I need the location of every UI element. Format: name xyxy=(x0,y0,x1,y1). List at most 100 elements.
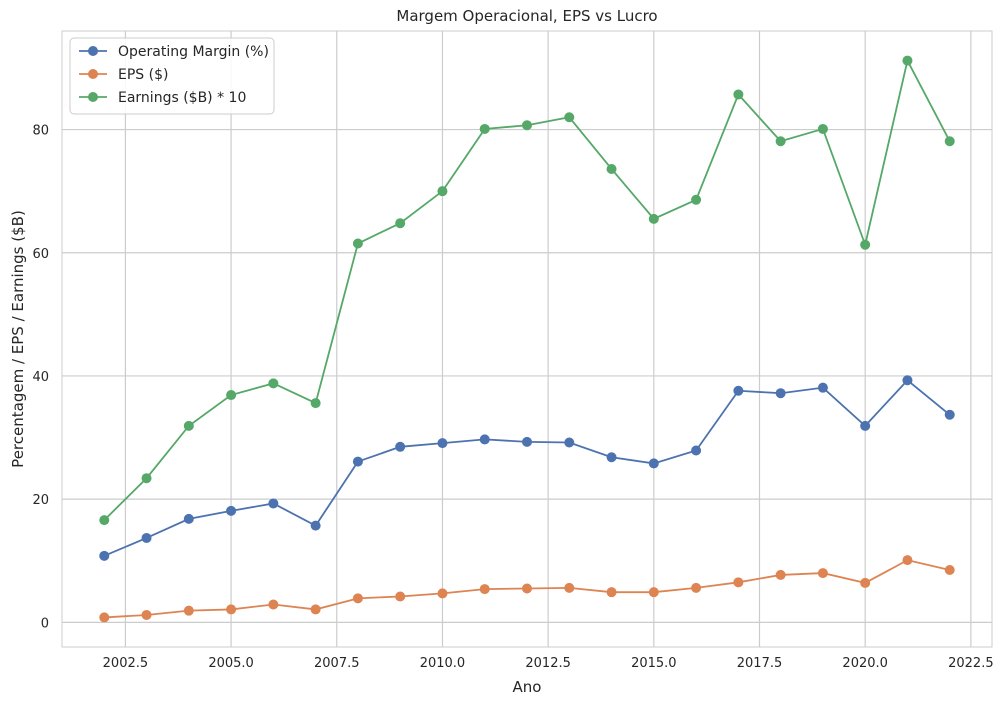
y-axis-label: Percentagem / EPS / Earnings ($B) xyxy=(9,210,27,468)
x-axis-label: Ano xyxy=(513,678,542,696)
legend-label: EPS ($) xyxy=(118,67,168,83)
y-tick-label: 40 xyxy=(32,370,49,385)
data-point xyxy=(775,388,786,399)
y-tick-label: 0 xyxy=(41,616,49,631)
data-point xyxy=(691,194,702,205)
data-point xyxy=(437,438,448,449)
data-point xyxy=(437,186,448,197)
data-point xyxy=(733,577,744,588)
data-point xyxy=(310,520,321,531)
data-point xyxy=(395,441,406,452)
data-point xyxy=(395,591,406,602)
data-point xyxy=(648,213,659,224)
data-point xyxy=(183,513,194,524)
data-point xyxy=(817,568,828,579)
legend-item: Earnings ($B) * 10 xyxy=(79,90,246,106)
data-point xyxy=(479,123,490,134)
data-point xyxy=(860,239,871,250)
x-tick-label: 2012.5 xyxy=(525,656,571,671)
data-point xyxy=(902,375,913,386)
data-point xyxy=(606,587,617,598)
x-tick-label: 2022.5 xyxy=(948,656,994,671)
data-point xyxy=(99,612,110,623)
data-point xyxy=(522,583,532,594)
data-point xyxy=(733,89,744,100)
data-point xyxy=(860,577,871,588)
data-point xyxy=(691,582,702,593)
data-point xyxy=(817,123,828,134)
data-point xyxy=(437,588,448,599)
series-layer xyxy=(99,55,955,623)
data-point xyxy=(310,398,321,409)
y-tick-label: 20 xyxy=(32,493,49,508)
x-tick-label: 2015.0 xyxy=(631,656,677,671)
data-point xyxy=(902,55,913,66)
legend: Operating Margin (%) EPS ($) Earnings ($B)… xyxy=(69,37,275,115)
data-point xyxy=(564,582,575,593)
data-point xyxy=(479,434,490,445)
x-tick-labels: 2002.5 2005.0 2007.5 2010.0 2012.5 2015.0 2017… xyxy=(103,656,994,671)
data-point xyxy=(775,569,786,580)
data-point xyxy=(648,587,659,598)
data-point xyxy=(479,584,490,595)
data-point xyxy=(183,605,194,616)
series-1 xyxy=(99,555,955,623)
data-point xyxy=(141,609,152,620)
y-tick-labels: 0 20 40 60 80 xyxy=(32,124,49,632)
series-0 xyxy=(99,375,955,561)
data-point xyxy=(902,555,913,566)
data-point xyxy=(944,409,955,420)
data-point xyxy=(352,593,363,604)
data-point xyxy=(226,505,237,516)
data-point xyxy=(352,238,363,249)
grid xyxy=(62,31,992,647)
legend-item: Operating Margin (%) xyxy=(79,44,269,60)
chart-title: Margem Operacional, EPS vs Lucro xyxy=(396,7,657,25)
y-tick-label: 80 xyxy=(32,124,49,139)
x-tick-label: 2005.0 xyxy=(208,656,254,671)
data-point xyxy=(775,136,786,147)
x-tick-label: 2017.5 xyxy=(737,656,783,671)
legend-label: Operating Margin (%) xyxy=(118,44,269,60)
data-point xyxy=(268,599,279,610)
data-point xyxy=(99,550,110,561)
x-tick-label: 2020.0 xyxy=(842,656,888,671)
data-point xyxy=(564,437,575,448)
data-point xyxy=(141,473,152,484)
data-point xyxy=(268,498,279,509)
data-point xyxy=(352,456,363,467)
data-point xyxy=(860,420,871,431)
x-tick-label: 2002.5 xyxy=(103,656,149,671)
data-point xyxy=(817,382,828,393)
data-point xyxy=(522,436,532,447)
data-point xyxy=(606,163,617,174)
data-point xyxy=(99,515,110,526)
y-tick-label: 60 xyxy=(32,247,49,262)
series-2 xyxy=(99,55,955,526)
data-point xyxy=(733,385,744,396)
x-tick-label: 2010.0 xyxy=(420,656,466,671)
data-point xyxy=(183,420,194,431)
plot-area xyxy=(61,30,993,648)
legend-box xyxy=(69,37,275,115)
x-tick-label: 2007.5 xyxy=(314,656,360,671)
legend-marker xyxy=(88,46,98,56)
data-point xyxy=(691,445,702,456)
data-point xyxy=(268,378,279,389)
data-point xyxy=(606,452,617,463)
legend-marker xyxy=(88,69,98,79)
data-point xyxy=(226,390,237,401)
data-point xyxy=(944,565,955,575)
data-point xyxy=(310,604,321,615)
data-point xyxy=(522,120,532,131)
data-point xyxy=(141,532,152,543)
data-point xyxy=(226,604,237,615)
data-point xyxy=(564,112,575,123)
data-point xyxy=(648,458,659,469)
legend-marker xyxy=(88,92,98,102)
data-point xyxy=(944,136,955,147)
data-point xyxy=(395,218,406,229)
legend-label: Earnings ($B) * 10 xyxy=(118,90,246,106)
legend-item: EPS ($) xyxy=(79,67,168,83)
